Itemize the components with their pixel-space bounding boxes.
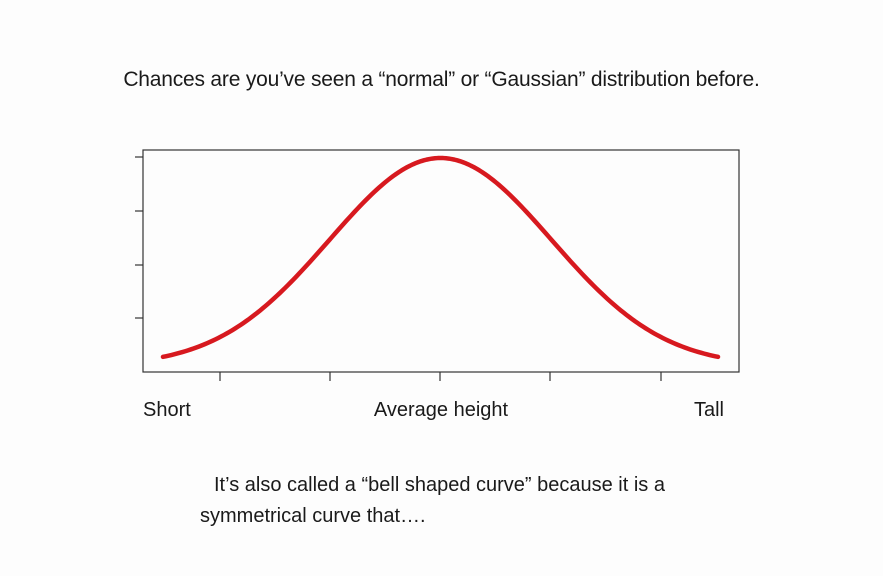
slide-caption: It’s also called a “bell shaped curve” b… xyxy=(200,470,720,532)
slide-heading: Chances are you’ve seen a “normal” or “G… xyxy=(123,68,760,91)
bell-curve-line xyxy=(160,155,721,360)
plot-frame xyxy=(142,149,740,373)
caption-line-1: It’s also called a “bell shaped curve” b… xyxy=(214,474,665,496)
caption-line-2: symmetrical curve that…. xyxy=(200,505,426,527)
tick-label-average-height: Average height xyxy=(374,399,509,421)
tick-label-tall: Tall xyxy=(694,399,724,421)
tick-label-short: Short xyxy=(143,399,191,421)
